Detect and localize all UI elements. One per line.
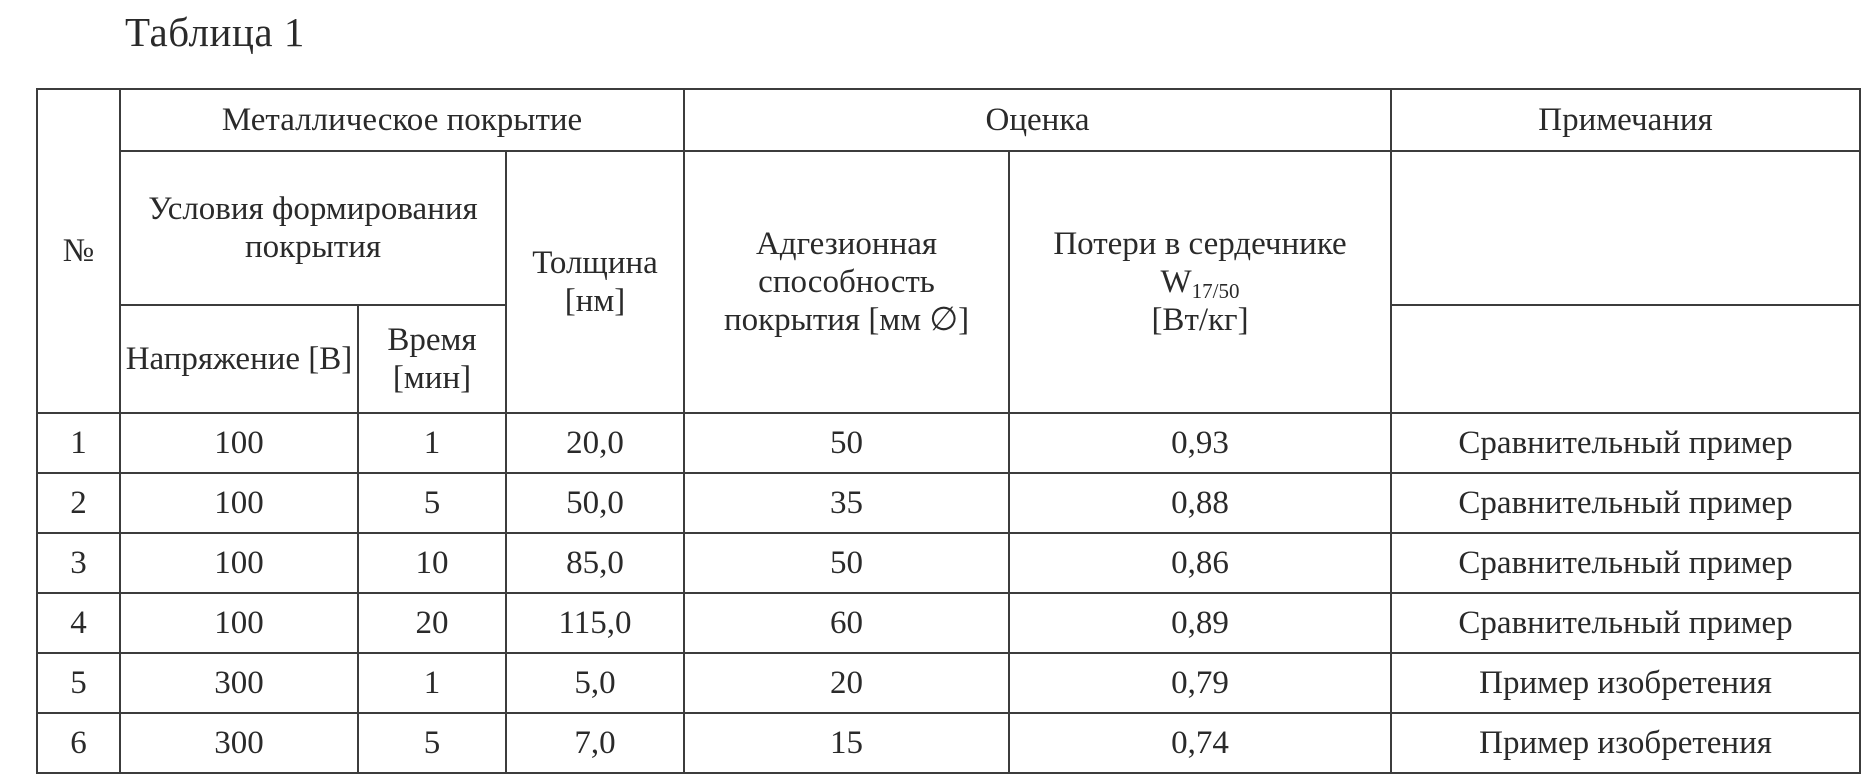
header-row-2: Условия формирования покрытия Толщина [н… [37,151,1860,305]
thickness-cell: 50,0 [506,473,684,533]
adhesion-cell: 50 [684,533,1009,593]
table-row: 410020115,0600,89Сравнительный пример [37,593,1860,653]
adhesion-cell: 60 [684,593,1009,653]
header-adhesion: Адгезионная способность покрытия [мм ∅] [684,151,1009,413]
row-num: 5 [37,653,120,713]
time-cell: 1 [358,653,506,713]
voltage-cell: 100 [120,593,358,653]
thickness-cell: 115,0 [506,593,684,653]
note-cell: Сравнительный пример [1391,533,1860,593]
row-num: 2 [37,473,120,533]
core-loss-cell: 0,88 [1009,473,1391,533]
adhesion-cell: 20 [684,653,1009,713]
core-loss-cell: 0,93 [1009,413,1391,473]
core-loss-cell: 0,86 [1009,533,1391,593]
adhesion-cell: 35 [684,473,1009,533]
thickness-cell: 5,0 [506,653,684,713]
note-cell: Пример изобретения [1391,653,1860,713]
header-core-loss-subscript: 17/50 [1192,279,1240,303]
time-cell: 20 [358,593,506,653]
voltage-cell: 300 [120,713,358,773]
thickness-cell: 20,0 [506,413,684,473]
header-notes: Примечания [1391,89,1860,151]
core-loss-cell: 0,74 [1009,713,1391,773]
row-num: 6 [37,713,120,773]
thickness-cell: 85,0 [506,533,684,593]
voltage-cell: 100 [120,533,358,593]
time-cell: 10 [358,533,506,593]
row-num: 1 [37,413,120,473]
header-thickness: Толщина [нм] [506,151,684,413]
row-num: 4 [37,593,120,653]
time-cell: 5 [358,713,506,773]
table-row: 630057,0150,74Пример изобретения [37,713,1860,773]
results-table: № Металлическое покрытие Оценка Примечан… [36,88,1861,774]
header-metal-coating: Металлическое покрытие [120,89,684,151]
header-notes-blank-1 [1391,151,1860,305]
adhesion-cell: 50 [684,413,1009,473]
note-cell: Сравнительный пример [1391,473,1860,533]
table-row: 530015,0200,79Пример изобретения [37,653,1860,713]
thickness-cell: 7,0 [506,713,684,773]
note-cell: Пример изобретения [1391,713,1860,773]
table-row: 31001085,0500,86Сравнительный пример [37,533,1860,593]
header-notes-blank-2 [1391,305,1860,413]
table-body: 1100120,0500,93Сравнительный пример21005… [37,413,1860,773]
note-cell: Сравнительный пример [1391,413,1860,473]
time-cell: 5 [358,473,506,533]
header-core-loss: Потери в сердечнике W17/50 [Вт/кг] [1009,151,1391,413]
table-row: 1100120,0500,93Сравнительный пример [37,413,1860,473]
header-time: Время [мин] [358,305,506,413]
table-caption: Таблица 1 [125,8,305,56]
header-core-loss-unit: [Вт/кг] [1151,302,1248,338]
core-loss-cell: 0,89 [1009,593,1391,653]
row-num: 3 [37,533,120,593]
time-cell: 1 [358,413,506,473]
note-cell: Сравнительный пример [1391,593,1860,653]
header-num: № [37,89,120,413]
voltage-cell: 100 [120,473,358,533]
adhesion-cell: 15 [684,713,1009,773]
header-voltage: Напряжение [В] [120,305,358,413]
voltage-cell: 300 [120,653,358,713]
header-row-1: № Металлическое покрытие Оценка Примечан… [37,89,1860,151]
voltage-cell: 100 [120,413,358,473]
header-formation-conditions: Условия формирования покрытия [120,151,506,305]
table-row: 2100550,0350,88Сравнительный пример [37,473,1860,533]
header-assessment: Оценка [684,89,1391,151]
core-loss-cell: 0,79 [1009,653,1391,713]
